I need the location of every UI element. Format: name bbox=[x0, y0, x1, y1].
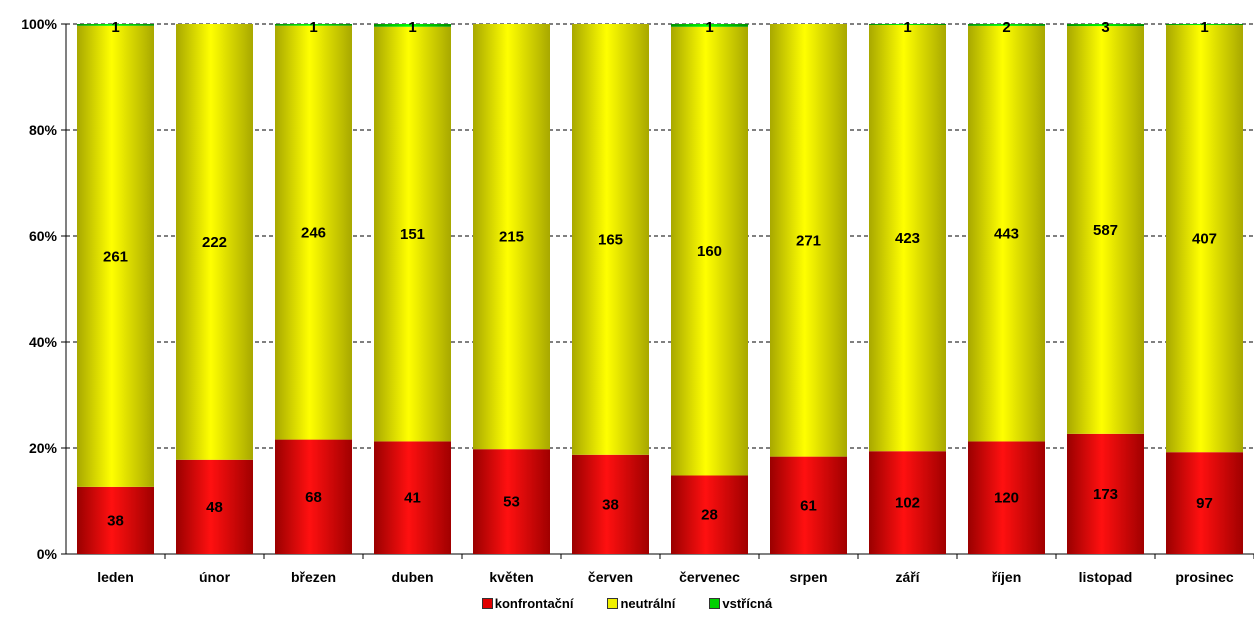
data-label: 423 bbox=[895, 230, 920, 247]
bar-segment-konfrontační-srpen bbox=[770, 456, 847, 554]
bar-segment-neutrální-únor bbox=[176, 24, 253, 460]
bar-segment-vstřícná-březen bbox=[275, 24, 352, 26]
data-label: 97 bbox=[1196, 495, 1213, 512]
data-label: 151 bbox=[400, 226, 425, 243]
data-label: 407 bbox=[1192, 231, 1217, 248]
bar-segment-konfrontační-březen bbox=[275, 439, 352, 554]
data-label: 1 bbox=[1200, 19, 1208, 36]
data-label: 1 bbox=[408, 19, 416, 36]
data-label: 160 bbox=[697, 243, 722, 260]
x-tick-label: listopad bbox=[1079, 569, 1133, 585]
data-label: 1 bbox=[111, 19, 119, 36]
legend-item: vstřícná bbox=[709, 596, 772, 611]
data-label: 3 bbox=[1101, 19, 1109, 36]
bar-segment-vstřícná-duben bbox=[374, 24, 451, 27]
bar-segment-konfrontační-únor bbox=[176, 459, 253, 554]
x-tick-label: srpen bbox=[789, 569, 827, 585]
bar-segment-neutrální-září bbox=[869, 25, 946, 452]
y-tick-label: 60% bbox=[29, 228, 58, 244]
bar-segment-konfrontační-prosinec bbox=[1166, 452, 1243, 554]
bar-segment-neutrální-leden bbox=[77, 25, 154, 487]
y-tick-label: 40% bbox=[29, 334, 58, 350]
data-labels: 38 261 1 48 222 68 246 1 41 151 1 53 215 38 165 28 160 1 6… bbox=[103, 19, 1217, 529]
legend-label: konfrontační bbox=[494, 596, 574, 611]
x-tick-label: prosinec bbox=[1175, 569, 1234, 585]
bar-segment-neutrální-říjen bbox=[968, 25, 1045, 442]
data-label: 165 bbox=[598, 231, 623, 248]
bar-segment-konfrontační-duben bbox=[374, 441, 451, 554]
bar-segment-neutrální-červenec bbox=[671, 26, 748, 476]
data-label: 173 bbox=[1093, 486, 1118, 503]
legend-swatch bbox=[607, 598, 619, 609]
data-label: 41 bbox=[404, 490, 421, 507]
bar-segment-vstřícná-prosinec bbox=[1166, 24, 1243, 26]
x-tick-label: únor bbox=[199, 569, 231, 585]
bar-segment-vstřícná-říjen bbox=[968, 24, 1045, 26]
data-label: 38 bbox=[602, 496, 619, 513]
bar-segment-konfrontační-listopad bbox=[1067, 433, 1144, 554]
bar-segment-vstřícná-leden bbox=[77, 24, 154, 26]
data-label: 1 bbox=[903, 19, 911, 36]
legend-item: konfrontační bbox=[481, 596, 574, 611]
bar-segment-konfrontační-září bbox=[869, 451, 946, 554]
data-label: 28 bbox=[701, 507, 718, 524]
legend-label: neutrální bbox=[620, 596, 676, 611]
y-tick-label: 100% bbox=[21, 16, 57, 32]
data-label: 246 bbox=[301, 225, 326, 242]
bar-segment-vstřícná-červenec bbox=[671, 24, 748, 27]
bar-segment-neutrální-květen bbox=[473, 24, 550, 450]
y-tick-label: 0% bbox=[37, 546, 58, 562]
data-label: 61 bbox=[800, 497, 817, 514]
data-label: 48 bbox=[206, 499, 223, 516]
data-label: 1 bbox=[705, 19, 713, 36]
data-label: 271 bbox=[796, 232, 821, 249]
bar-segment-konfrontační-červenec bbox=[671, 475, 748, 554]
bar-segment-vstřícná-září bbox=[869, 24, 946, 26]
bar-segment-neutrální-listopad bbox=[1067, 26, 1144, 434]
bar-segment-neutrální-duben bbox=[374, 26, 451, 442]
x-tick-label: říjen bbox=[992, 569, 1022, 585]
x-tick-label: červen bbox=[588, 569, 633, 585]
y-tick-label: 20% bbox=[29, 440, 58, 456]
y-tick-label: 80% bbox=[29, 122, 58, 138]
bar-segment-konfrontační-červen bbox=[572, 454, 649, 554]
data-label: 1 bbox=[309, 19, 317, 36]
bar-segment-konfrontační-leden bbox=[77, 486, 154, 554]
bar-segment-konfrontační-říjen bbox=[968, 441, 1045, 554]
x-tick-label: leden bbox=[97, 569, 134, 585]
data-label: 261 bbox=[103, 248, 128, 265]
x-tick-label: březen bbox=[291, 569, 336, 585]
x-tick-label: září bbox=[895, 569, 920, 585]
bar-segment-neutrální-březen bbox=[275, 25, 352, 440]
data-label: 587 bbox=[1093, 222, 1118, 239]
data-label: 53 bbox=[503, 494, 520, 511]
data-label: 222 bbox=[202, 234, 227, 251]
legend-item: neutrální bbox=[607, 596, 675, 611]
legend-swatch bbox=[481, 598, 493, 609]
bar-segment-konfrontační-květen bbox=[473, 449, 550, 554]
data-label: 102 bbox=[895, 495, 920, 512]
data-label: 2 bbox=[1002, 19, 1010, 36]
bar-segment-neutrální-srpen bbox=[770, 24, 847, 457]
gridlines bbox=[66, 23, 1254, 449]
data-label: 120 bbox=[994, 490, 1019, 507]
x-tick-label: červenec bbox=[679, 569, 740, 585]
stacked-bar-chart: 0% 20% 40% 60% 80% 100% leden únor březen duben kv… bbox=[21, 16, 1254, 585]
data-label: 68 bbox=[305, 489, 322, 506]
axes: 0% 20% 40% 60% 80% 100% leden únor březen duben kv… bbox=[21, 16, 1254, 585]
legend-swatch bbox=[709, 598, 721, 609]
data-label: 38 bbox=[107, 512, 124, 529]
data-label: 215 bbox=[499, 229, 524, 246]
data-label: 443 bbox=[994, 226, 1019, 243]
x-tick-label: květen bbox=[489, 569, 533, 585]
legend: konfrontační neutrální vstřícná bbox=[0, 596, 1254, 611]
bars bbox=[77, 24, 1243, 554]
bar-segment-vstřícná-listopad bbox=[1067, 24, 1144, 27]
legend-label: vstřícná bbox=[722, 596, 773, 611]
bar-segment-neutrální-červen bbox=[572, 24, 649, 455]
x-tick-label: duben bbox=[392, 569, 434, 585]
bar-segment-neutrální-prosinec bbox=[1166, 25, 1243, 453]
